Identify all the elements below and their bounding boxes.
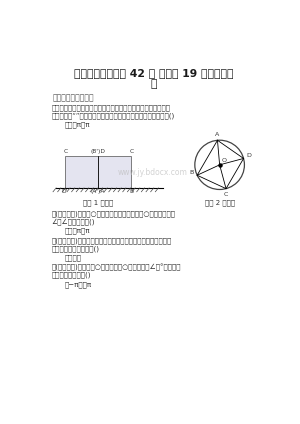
Bar bbox=[65, 156, 98, 188]
Text: www.jy.bdocx.com: www.jy.bdocx.com bbox=[117, 168, 187, 177]
Text: A: A bbox=[215, 132, 220, 137]
Text: D': D' bbox=[61, 190, 68, 195]
Text: O: O bbox=[222, 158, 227, 162]
Text: ．(和宁中考)如图，○约半径为，四边形内接于○，连接，，若: ．(和宁中考)如图，○约半径为，四边形内接于○，连接，，若 bbox=[52, 210, 176, 217]
Bar bbox=[98, 156, 130, 188]
Text: (B')D: (B')D bbox=[91, 149, 105, 154]
Text: 阴影部分的面积是(): 阴影部分的面积是() bbox=[52, 272, 91, 279]
Text: ．．．π．π: ．．．π．π bbox=[64, 122, 90, 128]
Text: ．(临沂中考)如图，是○的直径，是○的切线，若∠＝°，＝，则: ．(临沂中考)如图，是○的直径，是○的切线，若∠＝°，＝，则 bbox=[52, 264, 181, 271]
Text: C: C bbox=[63, 149, 68, 154]
Text: 第课与圆有关的计算: 第课与圆有关的计算 bbox=[53, 93, 94, 102]
Text: C: C bbox=[129, 149, 133, 154]
Text: 这个圆锥的底面面积是(): 这个圆锥的底面面积是() bbox=[52, 245, 100, 251]
Text: ．．．．: ．．．． bbox=[64, 254, 82, 261]
Text: （第 1 题图）: （第 1 题图） bbox=[83, 199, 113, 206]
Text: D: D bbox=[247, 153, 252, 159]
Text: ．−π．＋π: ．−π．＋π bbox=[64, 281, 92, 288]
Text: (A')A: (A')A bbox=[91, 190, 105, 195]
Text: ．(宿迁中考)若将半径为的半圆形纸片围成一个圆锥的侧面，则: ．(宿迁中考)若将半径为的半圆形纸片围成一个圆锥的侧面，则 bbox=[52, 237, 172, 244]
Text: ∠＝∠，则的长为(): ∠＝∠，则的长为() bbox=[52, 218, 95, 225]
Text: 方向旋转至“”的位置，则顶点从开始到结束所经过的路径长为(): 方向旋转至“”的位置，则顶点从开始到结束所经过的路径长为() bbox=[52, 112, 175, 119]
Text: ．根．π．π: ．根．π．π bbox=[64, 227, 90, 234]
Text: 中考数学特训方案 42 份 人教版 19 免费推荐下: 中考数学特训方案 42 份 人教版 19 免费推荐下 bbox=[74, 68, 233, 78]
Text: C: C bbox=[224, 192, 228, 197]
Text: B: B bbox=[190, 170, 194, 175]
Text: 载: 载 bbox=[151, 78, 157, 89]
Text: （第 2 题图）: （第 2 题图） bbox=[205, 199, 235, 206]
Text: ．如图，一块边长为的正方形木板，在水平桌面上绕点按逆时针: ．如图，一块边长为的正方形木板，在水平桌面上绕点按逆时针 bbox=[52, 105, 170, 112]
Text: B: B bbox=[129, 190, 133, 195]
